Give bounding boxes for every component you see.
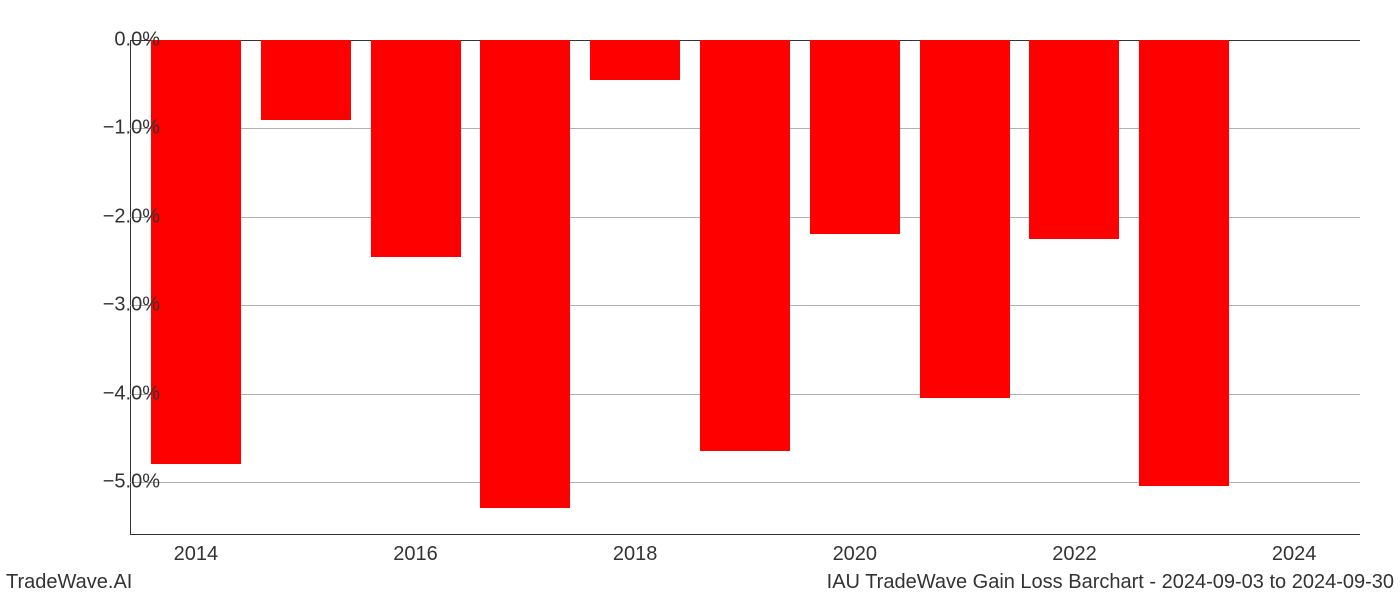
y-axis-tick-label: −1.0% [50, 117, 160, 140]
footer-left-text: TradeWave.AI [6, 571, 132, 594]
y-axis-tick-label: −3.0% [50, 294, 160, 317]
bar [151, 40, 241, 464]
bar [1139, 40, 1229, 486]
x-axis-tick-label: 2022 [1052, 543, 1097, 566]
bar [920, 40, 1010, 398]
x-axis-tick-label: 2020 [833, 543, 878, 566]
x-axis-tick-label: 2024 [1272, 543, 1317, 566]
y-axis-tick-label: 0.0% [50, 29, 160, 52]
bar [480, 40, 570, 508]
bar-chart [130, 40, 1360, 535]
bar [371, 40, 461, 257]
x-axis-tick-label: 2014 [174, 543, 219, 566]
bar [1029, 40, 1119, 239]
bar [261, 40, 351, 120]
y-axis-tick-label: −4.0% [50, 382, 160, 405]
y-axis-tick-label: −2.0% [50, 205, 160, 228]
bar [590, 40, 680, 80]
bar [810, 40, 900, 234]
y-axis-tick-label: −5.0% [50, 470, 160, 493]
bar [700, 40, 790, 451]
x-axis-tick-label: 2018 [613, 543, 658, 566]
footer-right-text: IAU TradeWave Gain Loss Barchart - 2024-… [827, 571, 1394, 594]
x-axis-tick-label: 2016 [393, 543, 438, 566]
